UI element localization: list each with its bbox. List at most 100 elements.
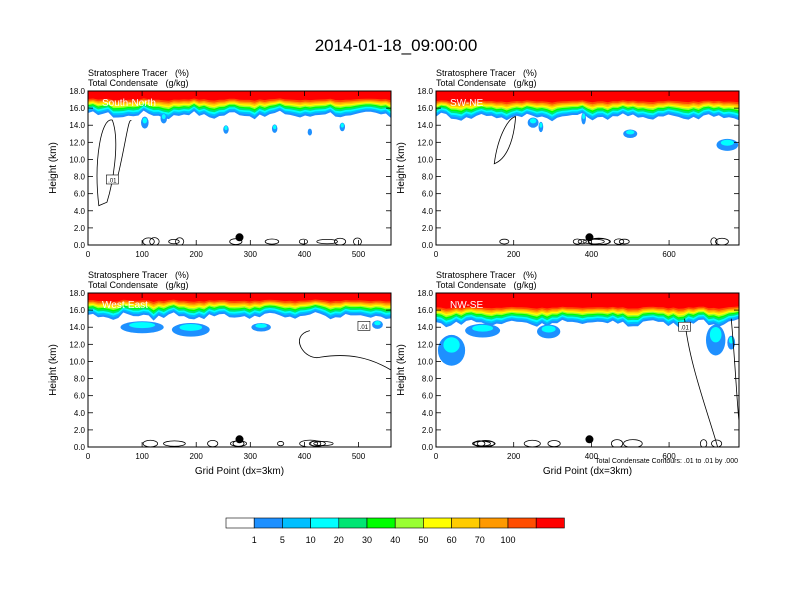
y-axis-label: Height (km) [396,344,407,396]
x-tick-label: 300 [244,452,258,461]
condensate-contour [711,439,723,447]
x-tick-label: 500 [352,452,366,461]
condensate-contour [613,238,625,245]
y-tick-label: 4.0 [74,207,86,216]
panel-south-north: South-North .01 0.0 2.0 4.0 6.0 8.0 10.0 12.0 14.… [48,68,392,259]
y-tick-label: 8.0 [422,173,434,182]
colorbar-label: 40 [390,535,400,545]
y-axis-label: Height (km) [48,142,59,194]
field-label: Stratosphere Tracer (%) [88,68,189,78]
x-tick-label: 200 [507,452,521,461]
contour-label: Total Condensate (g/kg) [436,78,537,88]
tracer-blob-core [529,118,537,124]
y-tick-label: 4.0 [422,409,434,418]
contour-label-box [106,174,119,185]
condensate-contour [572,238,582,245]
tracer-blob-core [340,123,344,128]
colorbar-swatch [253,517,283,529]
field-label: Stratosphere Tracer (%) [436,68,537,78]
condensate-contour [472,440,491,447]
tracer-blob-core [161,114,166,120]
condensate-contour [175,237,185,245]
condensate-contour [499,238,510,245]
y-tick-label: 0.0 [422,443,434,452]
x-tick-label: 600 [662,452,676,461]
y-tick-label: 16.0 [417,306,433,315]
x-tick-label: 200 [507,250,521,259]
colorbar-label: 70 [475,535,485,545]
y-tick-label: 14.0 [417,121,433,130]
y-axis-label: Height (km) [48,344,59,396]
location-marker [585,435,594,444]
y-tick-label: 8.0 [74,173,86,182]
y-tick-label: 6.0 [422,392,434,401]
y-tick-label: 10.0 [69,155,85,164]
y-tick-label: 12.0 [417,340,433,349]
colorbar: 1 5 10 20 30 40 50 60 70 100 [225,517,565,545]
y-tick-label: 12.0 [417,138,433,147]
tracer-blob-core [129,322,156,329]
x-tick-label: 400 [298,452,312,461]
y-tick-label: 18.0 [69,289,85,298]
y-tick-label: 14.0 [69,121,85,130]
condensate-contour [618,238,630,245]
y-tick-label: 16.0 [69,306,85,315]
x-tick-label: 100 [135,452,149,461]
colorbar-label: 20 [334,535,344,545]
colorbar-swatch [338,517,368,529]
x-axis-label: Grid Point (dx=3km) [543,466,632,477]
location-marker [585,233,594,242]
colorbar-label: 60 [447,535,457,545]
condensate-contour [299,439,322,447]
tracer-blob-core [443,337,460,353]
y-tick-label: 12.0 [69,340,85,349]
colorbar-label: 30 [362,535,372,545]
condensate-contour [142,237,155,245]
condensate-contour [710,237,718,245]
x-tick-label: 200 [190,452,204,461]
contour-value-label: .01 [360,325,369,331]
tracer-blob-core [582,113,586,120]
condensate-contours [472,318,739,447]
tracer-band- [436,293,739,309]
condensate-contour [299,330,391,371]
condensate-contour [168,238,180,245]
colorbar-label: 5 [280,535,285,545]
y-tick-label: 2.0 [422,224,434,233]
y-tick-label: 6.0 [74,392,86,401]
plot-frame [435,292,740,448]
field-label: Stratosphere Tracer (%) [436,270,537,280]
tracer-blob-core [255,323,267,328]
y-tick-label: 4.0 [422,207,434,216]
contour-footnote: Total Condensate Contours: .01 to .01 by… [595,458,738,465]
colorbar-swatch [394,517,424,529]
colorbar-label: 100 [500,535,515,545]
y-tick-label: 16.0 [417,104,433,113]
tracer-blob-core [374,321,381,326]
plot-frame [435,90,740,246]
y-tick-label: 16.0 [69,104,85,113]
colorbar-swatch [535,517,565,529]
condensate-contour [577,239,587,245]
condensate-contour [587,237,610,245]
condensate-contour [298,238,308,245]
y-tick-label: 6.0 [74,190,86,199]
colorbar-swatch [423,517,452,529]
condensate-contour [493,116,517,165]
y-tick-label: 2.0 [422,426,434,435]
panel-west-east: West-East .01 0.0 2.0 4.0 6.0 8.0 10.0 12.0 14.0 1… [48,270,392,477]
tracer-blob-core [720,139,734,146]
x-tick-label: 400 [585,452,599,461]
condensate-contour [163,440,186,447]
field-label: Stratosphere Tracer (%) [88,270,189,280]
tracer-blob-core [179,323,203,331]
condensate-contour [277,441,285,447]
condensate-contour [149,237,160,245]
y-tick-label: 2.0 [74,224,86,233]
tracer-blob-core [539,122,543,128]
y-tick-label: 0.0 [74,443,86,452]
x-tick-label: 300 [244,250,258,259]
tracer-blob-core [224,125,228,131]
colorbar-swatch [366,517,396,529]
condensate-contour [117,120,132,177]
